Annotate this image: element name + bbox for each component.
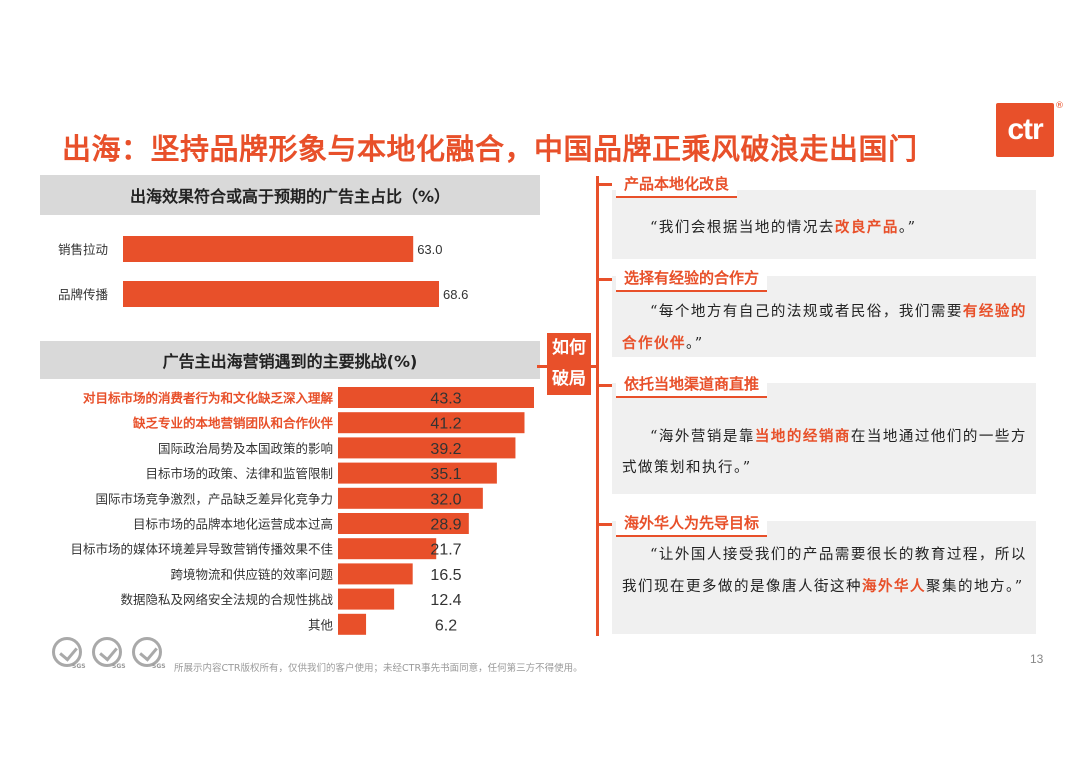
insight-tag-2: 选择有经验的合作方 xyxy=(616,266,768,292)
value-label: 39.2 xyxy=(430,441,461,458)
category-label: 国际市场竞争激烈，产品缺乏差异化竞争力 xyxy=(95,491,333,506)
insight-box-4 xyxy=(612,521,1036,634)
copyright-notice: 所展示内容CTR版权所有，仅供我们的客户使用；未经CTR事先书面同意，任何第三方… xyxy=(174,663,583,674)
branch-line xyxy=(596,176,599,636)
center-label-line2: 破局 xyxy=(552,369,586,389)
value-label: 28.9 xyxy=(430,517,461,534)
insight-tick-3 xyxy=(599,384,612,387)
bar xyxy=(338,437,516,459)
sgs-label: SGS xyxy=(72,663,86,670)
insight-quote-1: “我们会根据当地的情况去改良产品。” xyxy=(622,212,1032,244)
value-label: 12.4 xyxy=(430,592,461,609)
bar xyxy=(338,487,483,509)
chart1-title: 出海效果符合或高于预期的广告主占比（%） xyxy=(40,175,540,215)
insight-quote-2: “每个地方有自己的法规或者民俗，我们需要有经验的合作伙伴。” xyxy=(622,296,1032,360)
bar xyxy=(338,513,469,534)
chart2-title: 广告主出海营销遇到的主要挑战(%) xyxy=(40,341,540,379)
value-label: 16.5 xyxy=(430,567,461,584)
insight-quote-4: “让外国人接受我们的产品需要很长的教育过程，所以我们现在更多做的是像唐人街这种海… xyxy=(622,540,1032,603)
value-label: 21.7 xyxy=(430,542,461,559)
insight-tag-4: 海外华人为先导目标 xyxy=(616,511,768,537)
quote-text: 。” xyxy=(898,220,917,236)
ctr-logo: ctr xyxy=(996,103,1054,157)
category-label: 跨境物流和供应链的效率问题 xyxy=(170,567,333,582)
quote-text: 。” xyxy=(686,336,704,352)
quote-highlight: 海外华人 xyxy=(862,578,926,595)
bar xyxy=(338,462,497,484)
bar xyxy=(123,236,414,262)
bar xyxy=(338,412,525,434)
category-label: 目标市场的品牌本地化运营成本过高 xyxy=(133,517,333,532)
bar-charts: 销售拉动 63.0 品牌传播 68.6 对目标市场的消费者行为和文化缺乏深入理解 43.3… xyxy=(58,236,534,635)
insight-tick-4 xyxy=(599,523,612,526)
insight-box-3 xyxy=(612,383,1036,494)
quote-text: “我们会根据当地的情况去 xyxy=(650,220,835,236)
bar xyxy=(123,281,439,307)
category-label: 其他 xyxy=(308,617,334,632)
quote-text: 在当地通过他们的一些方式做策划和执行。” xyxy=(622,429,1027,476)
quote-highlight: 有经验的合作伙伴 xyxy=(622,303,1027,352)
insight-tick-2 xyxy=(599,278,612,281)
bar xyxy=(338,538,437,560)
bar xyxy=(338,588,395,610)
quote-text: 聚集的地方。” xyxy=(926,579,1024,595)
registered-mark: ® xyxy=(1055,101,1064,111)
insight-box-1 xyxy=(612,190,1036,259)
category-label: 品牌传播 xyxy=(58,287,109,302)
bar xyxy=(338,387,534,408)
page-number: 13 xyxy=(1030,652,1044,666)
bar xyxy=(338,563,413,585)
value-label: 68.6 xyxy=(443,287,468,302)
quote-text: “海外营销是靠 xyxy=(650,429,755,445)
insight-tag-3: 依托当地渠道商直推 xyxy=(616,372,768,398)
sgs-certification-icon xyxy=(132,637,162,667)
value-label: 43.3 xyxy=(430,391,461,408)
insight-tag-1: 产品本地化改良 xyxy=(616,172,738,198)
value-label: 35.1 xyxy=(430,466,461,483)
category-label: 数据隐私及网络安全法规的合规性挑战 xyxy=(120,592,333,607)
category-label: 销售拉动 xyxy=(58,242,108,257)
center-label-line1: 如何 xyxy=(552,338,586,358)
category-label: 缺乏专业的本地营销团队和合作伙伴 xyxy=(133,416,334,431)
value-label: 41.2 xyxy=(430,416,461,433)
sgs-certification-icon xyxy=(52,637,82,667)
insight-tick-1 xyxy=(599,183,612,186)
center-label: 如何 破局 xyxy=(547,333,591,395)
quote-text: “每个地方有自己的法规或者民俗，我们需要 xyxy=(650,304,963,320)
quote-highlight: 当地的经销商 xyxy=(754,428,851,445)
value-label: 32.0 xyxy=(430,491,461,508)
category-label: 对目标市场的消费者行为和文化缺乏深入理解 xyxy=(83,391,334,406)
quote-text: “让外国人接受我们的产品需要很长的教育过程，所以我们现在更多做的是像唐人街这种 xyxy=(622,547,1027,595)
category-label: 目标市场的政策、法律和监管限制 xyxy=(145,466,333,481)
sgs-certification-icon xyxy=(92,637,122,667)
bar xyxy=(338,613,367,635)
sgs-label: SGS xyxy=(112,663,126,670)
category-label: 国际政治局势及本国政策的影响 xyxy=(158,441,333,456)
quote-highlight: 改良产品 xyxy=(834,219,899,236)
category-label: 目标市场的媒体环境差异导致营销传播效果不佳 xyxy=(70,542,333,557)
insight-quote-3: “海外营销是靠当地的经销商在当地通过他们的一些方式做策划和执行。” xyxy=(622,421,1032,484)
sgs-label: SGS xyxy=(152,663,166,670)
value-label: 6.2 xyxy=(435,617,457,634)
page-title: 出海：坚持品牌形象与本地化融合，中国品牌正乘风破浪走出国门 xyxy=(62,132,918,166)
value-label: 63.0 xyxy=(417,242,442,257)
